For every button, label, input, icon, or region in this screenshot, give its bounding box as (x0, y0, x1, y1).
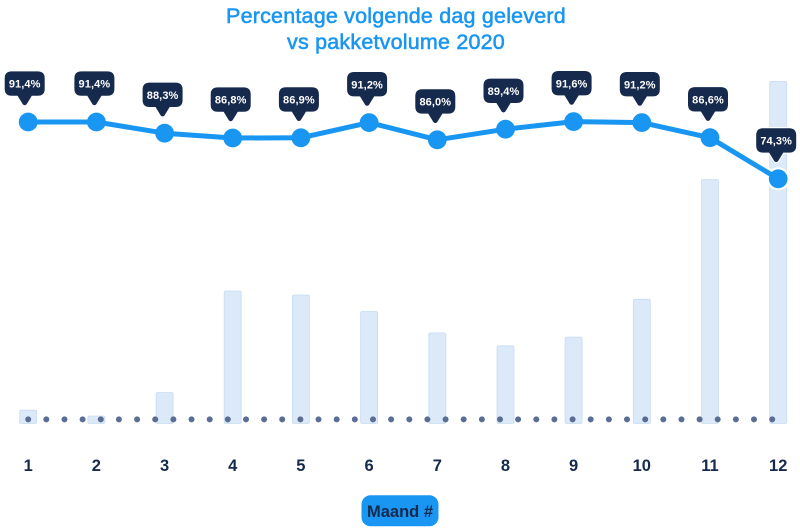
svg-text:88,3%: 88,3% (147, 90, 179, 102)
svg-text:86,9%: 86,9% (283, 95, 315, 107)
svg-text:91,4%: 91,4% (9, 79, 41, 91)
svg-text:2: 2 (92, 457, 101, 475)
svg-text:6: 6 (365, 457, 374, 475)
svg-text:11: 11 (701, 457, 718, 475)
svg-text:91,2%: 91,2% (351, 79, 383, 91)
svg-text:86,8%: 86,8% (215, 95, 247, 107)
svg-text:12: 12 (769, 457, 787, 475)
svg-text:3: 3 (160, 457, 169, 475)
svg-text:1: 1 (24, 457, 33, 475)
svg-text:89,4%: 89,4% (488, 86, 520, 98)
svg-text:8: 8 (501, 457, 510, 475)
svg-text:4: 4 (228, 457, 238, 475)
svg-text:91,2%: 91,2% (624, 79, 656, 91)
svg-text:9: 9 (569, 457, 578, 475)
svg-text:Maand #: Maand # (367, 503, 433, 521)
svg-text:5: 5 (296, 457, 305, 475)
svg-text:91,6%: 91,6% (556, 78, 588, 90)
svg-text:74,3%: 74,3% (760, 136, 792, 148)
svg-text:91,4%: 91,4% (79, 79, 111, 91)
svg-text:86,0%: 86,0% (419, 97, 451, 109)
svg-text:7: 7 (433, 457, 442, 475)
svg-text:10: 10 (633, 457, 651, 475)
svg-text:86,6%: 86,6% (692, 94, 724, 106)
